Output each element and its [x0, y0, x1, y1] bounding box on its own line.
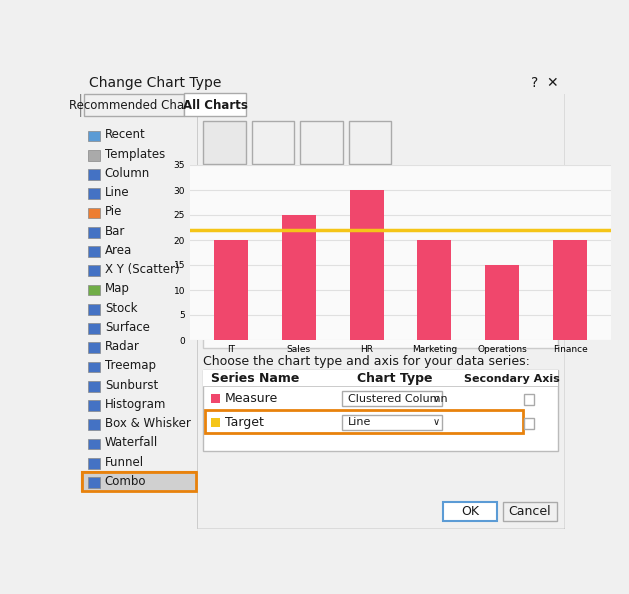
Text: ∨: ∨ [432, 418, 440, 428]
Text: Column: Column [105, 167, 150, 180]
Text: Surface: Surface [105, 321, 150, 334]
Text: Box & Whisker: Box & Whisker [105, 417, 191, 430]
FancyBboxPatch shape [88, 400, 100, 411]
FancyBboxPatch shape [88, 477, 100, 488]
Text: Chart Type: Chart Type [357, 372, 433, 385]
FancyBboxPatch shape [301, 121, 343, 164]
Text: Secondary Axis: Secondary Axis [464, 374, 560, 384]
FancyBboxPatch shape [81, 118, 198, 529]
Text: Bar: Bar [105, 225, 125, 238]
FancyBboxPatch shape [88, 227, 100, 238]
Text: ✕: ✕ [547, 76, 558, 90]
Text: All Charts: All Charts [182, 99, 247, 112]
Bar [486, 265, 520, 340]
FancyBboxPatch shape [88, 285, 100, 295]
Text: Choose the chart type and axis for your data series:: Choose the chart type and axis for your … [203, 355, 530, 368]
FancyBboxPatch shape [88, 419, 100, 430]
FancyBboxPatch shape [524, 394, 535, 405]
Text: X Y (Scatter): X Y (Scatter) [105, 263, 179, 276]
FancyBboxPatch shape [503, 503, 557, 521]
FancyBboxPatch shape [88, 381, 100, 391]
FancyBboxPatch shape [524, 418, 535, 428]
Text: Combo: Combo [105, 475, 147, 488]
Text: Funnel: Funnel [105, 456, 144, 469]
FancyBboxPatch shape [203, 370, 559, 387]
FancyBboxPatch shape [88, 362, 100, 372]
FancyBboxPatch shape [82, 472, 196, 491]
FancyBboxPatch shape [203, 370, 559, 451]
FancyBboxPatch shape [88, 188, 100, 199]
FancyBboxPatch shape [349, 121, 391, 164]
FancyBboxPatch shape [88, 438, 100, 449]
Bar [554, 240, 587, 340]
FancyBboxPatch shape [205, 410, 523, 433]
FancyBboxPatch shape [203, 121, 246, 164]
FancyBboxPatch shape [443, 503, 497, 521]
FancyBboxPatch shape [81, 71, 565, 529]
Text: Recommended Charts: Recommended Charts [69, 99, 199, 112]
FancyBboxPatch shape [81, 71, 565, 94]
Text: Stock: Stock [105, 302, 137, 315]
FancyBboxPatch shape [84, 94, 184, 116]
FancyBboxPatch shape [82, 472, 196, 491]
Text: Templates: Templates [105, 147, 165, 160]
FancyBboxPatch shape [88, 323, 100, 334]
Text: ∨: ∨ [432, 394, 440, 403]
Text: Cancel: Cancel [509, 505, 551, 518]
FancyBboxPatch shape [342, 415, 442, 430]
FancyBboxPatch shape [203, 386, 559, 387]
Text: Recent: Recent [105, 128, 145, 141]
Bar [350, 190, 384, 340]
Text: Series Name: Series Name [211, 372, 299, 385]
Text: OK: OK [461, 505, 479, 518]
Text: Clustered Column - Line: Clustered Column - Line [203, 175, 403, 192]
FancyBboxPatch shape [88, 458, 100, 469]
Text: Pie: Pie [105, 206, 122, 219]
FancyBboxPatch shape [184, 93, 246, 116]
FancyBboxPatch shape [88, 266, 100, 276]
Text: ?: ? [531, 76, 538, 90]
Text: Line: Line [348, 418, 372, 428]
FancyBboxPatch shape [211, 418, 220, 427]
Text: Area: Area [105, 244, 132, 257]
Text: Radar: Radar [105, 340, 140, 353]
Text: Treemap: Treemap [105, 359, 156, 372]
FancyBboxPatch shape [81, 116, 565, 118]
Text: Target: Target [225, 416, 264, 429]
FancyBboxPatch shape [203, 167, 559, 168]
Bar [282, 215, 316, 340]
Text: Sunburst: Sunburst [105, 378, 158, 391]
FancyBboxPatch shape [203, 187, 559, 349]
FancyBboxPatch shape [88, 150, 100, 160]
FancyBboxPatch shape [211, 394, 220, 403]
FancyBboxPatch shape [342, 391, 442, 406]
Text: Line: Line [105, 186, 130, 199]
Text: Measure: Measure [225, 392, 278, 405]
Text: Histogram: Histogram [105, 398, 166, 411]
Text: Combo: Combo [105, 475, 147, 488]
Bar [418, 240, 452, 340]
FancyBboxPatch shape [252, 121, 294, 164]
FancyBboxPatch shape [88, 131, 100, 141]
Text: Clustered Column: Clustered Column [348, 394, 448, 403]
Text: Change Chart Type: Change Chart Type [89, 76, 222, 90]
Text: Map: Map [105, 282, 130, 295]
Bar [214, 240, 248, 340]
FancyBboxPatch shape [88, 169, 100, 180]
Text: Waterfall: Waterfall [105, 437, 158, 449]
FancyBboxPatch shape [88, 207, 100, 219]
FancyBboxPatch shape [88, 304, 100, 315]
FancyBboxPatch shape [88, 342, 100, 353]
FancyBboxPatch shape [88, 246, 100, 257]
FancyBboxPatch shape [88, 477, 100, 488]
